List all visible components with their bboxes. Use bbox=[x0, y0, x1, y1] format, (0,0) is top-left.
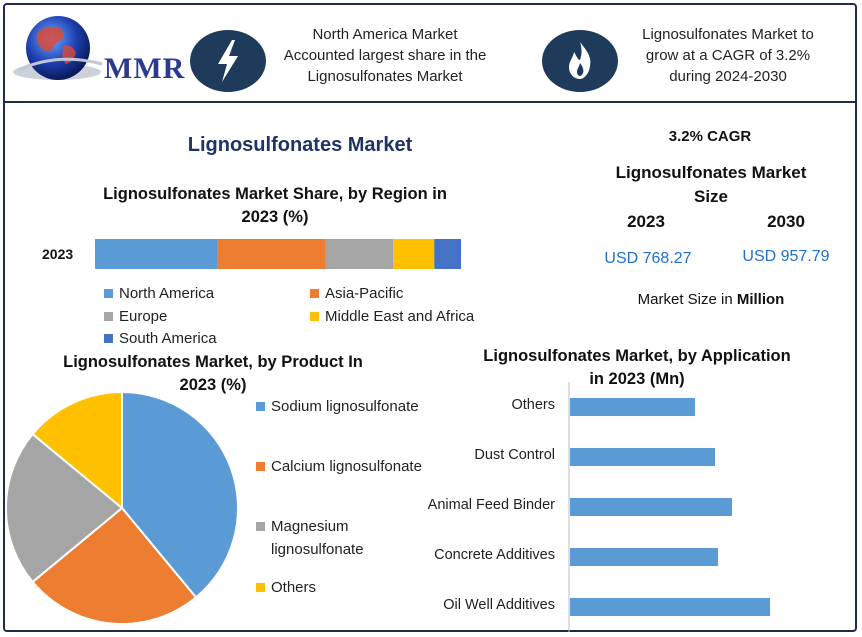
cagr-label: 3.2% CAGR bbox=[668, 128, 752, 145]
product-chart-title-line-2: 2023 (%) bbox=[179, 376, 247, 394]
pie-legend-calcium: Calcium lignosulfonate bbox=[256, 455, 422, 478]
highlight-2-line-3: during 2024-2030 bbox=[669, 68, 787, 85]
region-chart-title-line-1: Lignosulfonates Market Share, by Region … bbox=[103, 185, 447, 203]
globe-icon bbox=[13, 16, 103, 80]
legend-swatch bbox=[256, 461, 265, 471]
market-size-title: Lignosulfonates Market Size bbox=[600, 161, 822, 209]
legend-asia-pacific: Asia-Pacific bbox=[310, 285, 403, 302]
region-bar-segment-3 bbox=[393, 239, 435, 269]
value-start: USD 768.27 bbox=[604, 250, 692, 267]
market-size-title-line-1: Lignosulfonates Market bbox=[615, 163, 807, 182]
pie-slice-0 bbox=[121, 390, 239, 599]
infographic-frame bbox=[3, 3, 857, 632]
legend-swatch bbox=[104, 334, 113, 343]
highlight-north-america: North America Market Accounted largest s… bbox=[268, 24, 502, 87]
application-bar-3 bbox=[570, 548, 718, 566]
application-bar-4 bbox=[570, 598, 770, 616]
application-bar-chart bbox=[568, 382, 770, 632]
pie-slice-2 bbox=[5, 432, 124, 584]
pie-legend-sodium: Sodium lignosulfonate bbox=[256, 395, 419, 418]
market-size-unit-note: Market Size in Million bbox=[600, 291, 822, 308]
legend-north-america: North America bbox=[104, 285, 214, 302]
product-chart-title-line-1: Lignosulfonates Market, by Product In bbox=[63, 353, 363, 371]
year-start: 2023 bbox=[627, 212, 665, 231]
app-label-animal-feed-binder: Animal Feed Binder bbox=[427, 497, 555, 513]
legend-label: Calcium lignosulfonate bbox=[271, 458, 422, 475]
market-size-title-line-2: Size bbox=[693, 187, 729, 206]
pie-slice-3 bbox=[31, 390, 123, 511]
app-label-oil-well-additives: Oil Well Additives bbox=[443, 597, 555, 613]
lightning-icon bbox=[190, 30, 266, 92]
legend-label: South America bbox=[119, 330, 217, 347]
application-chart-title-line-2: in 2023 (Mn) bbox=[589, 370, 685, 388]
legend-label: Middle East and Africa bbox=[325, 308, 475, 325]
region-bar-segment-0 bbox=[95, 239, 218, 269]
legend-label: Others bbox=[271, 579, 317, 596]
highlight-cagr: Lignosulfonates Market to grow at a CAGR… bbox=[622, 24, 834, 87]
highlight-1-line-2: Accounted largest share in the bbox=[283, 47, 487, 64]
legend-europe: Europe bbox=[104, 308, 167, 325]
legend-label: Magnesium bbox=[271, 518, 349, 535]
legend-label-continued: lignosulfonate bbox=[271, 541, 364, 558]
product-pie-chart bbox=[5, 390, 239, 625]
pie-slice-1 bbox=[31, 506, 198, 625]
legend-swatch bbox=[310, 289, 319, 298]
logo-text: MMR bbox=[104, 52, 186, 85]
legend-label: Asia-Pacific bbox=[325, 285, 404, 302]
legend-swatch bbox=[256, 582, 265, 592]
legend-swatch bbox=[104, 312, 113, 321]
legend-swatch bbox=[256, 521, 265, 531]
region-bar-segment-4 bbox=[434, 239, 461, 269]
pie-legend-others: Others bbox=[256, 576, 316, 599]
legend-south-america: South America bbox=[104, 330, 217, 347]
application-chart-title: Lignosulfonates Market, by Application i… bbox=[462, 345, 812, 391]
mmr-logo: MMR bbox=[12, 12, 184, 92]
legend-swatch bbox=[256, 401, 265, 411]
highlight-2-line-1: Lignosulfonates Market to bbox=[642, 26, 814, 43]
region-stacked-bar bbox=[95, 239, 461, 269]
main-title: Lignosulfonates Market bbox=[187, 134, 413, 156]
region-bar-segment-2 bbox=[325, 239, 394, 269]
application-bar-2 bbox=[570, 498, 732, 516]
value-end: USD 957.79 bbox=[742, 248, 830, 265]
region-bar-category-label: 2023 bbox=[42, 246, 74, 262]
highlight-1-line-1: North America Market bbox=[312, 26, 458, 43]
application-chart-title-line-1: Lignosulfonates Market, by Application bbox=[483, 347, 791, 365]
year-end: 2030 bbox=[767, 212, 805, 231]
region-chart-title-line-2: 2023 (%) bbox=[241, 208, 309, 226]
legend-label: Sodium lignosulfonate bbox=[271, 398, 419, 415]
application-bar-0 bbox=[570, 398, 695, 416]
app-label-concrete-additives: Concrete Additives bbox=[434, 547, 555, 563]
legend-middle-east-africa: Middle East and Africa bbox=[310, 308, 474, 325]
unit-prefix: Market Size in bbox=[637, 291, 737, 308]
app-label-dust-control: Dust Control bbox=[474, 447, 555, 463]
product-chart-title: Lignosulfonates Market, by Product In 20… bbox=[40, 351, 386, 397]
region-chart-title: Lignosulfonates Market Share, by Region … bbox=[60, 183, 490, 229]
legend-label: North America bbox=[119, 285, 215, 302]
header-divider bbox=[4, 101, 856, 103]
region-bar-segment-1 bbox=[217, 239, 326, 269]
legend-swatch bbox=[104, 289, 113, 298]
highlight-2-line-2: grow at a CAGR of 3.2% bbox=[645, 47, 811, 64]
flame-icon bbox=[542, 30, 618, 92]
highlight-1-line-3: Lignosulfonates Market bbox=[307, 68, 463, 85]
unit-bold: Million bbox=[736, 291, 785, 308]
application-bar-1 bbox=[570, 448, 715, 466]
legend-swatch bbox=[310, 312, 319, 321]
legend-label: Europe bbox=[119, 308, 168, 325]
app-label-others: Others bbox=[511, 397, 555, 413]
pie-legend-magnesium: Magnesium lignosulfonate bbox=[256, 515, 364, 561]
